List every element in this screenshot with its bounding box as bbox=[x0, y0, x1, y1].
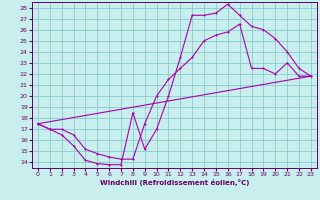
X-axis label: Windchill (Refroidissement éolien,°C): Windchill (Refroidissement éolien,°C) bbox=[100, 179, 249, 186]
